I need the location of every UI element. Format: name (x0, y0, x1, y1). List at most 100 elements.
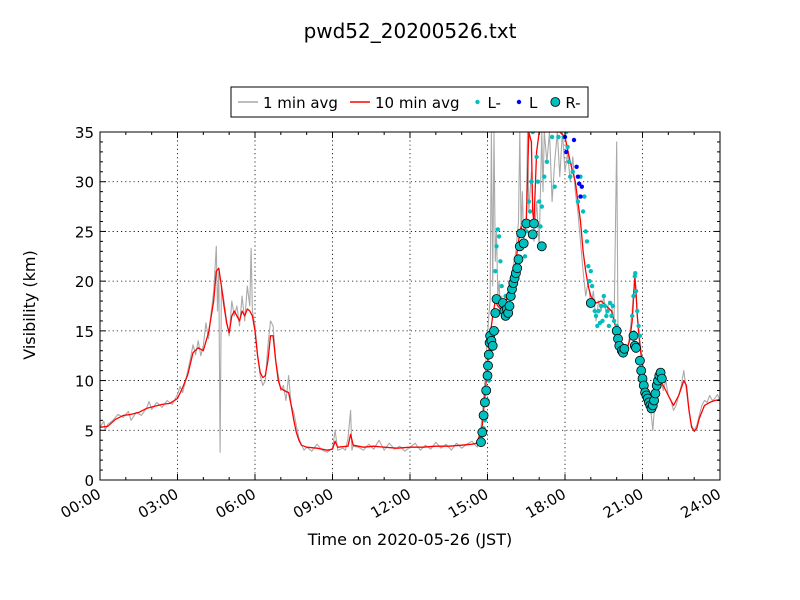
l-minus-point (549, 134, 555, 140)
r-minus-point (490, 308, 501, 318)
r-minus-point (481, 385, 492, 396)
l-minus-point (637, 333, 643, 338)
r-minus-point (512, 263, 523, 274)
r-minus-point (518, 238, 529, 249)
r-minus-point (636, 365, 647, 376)
l-minus-point (499, 283, 504, 289)
l-minus-point (538, 224, 543, 229)
legend-label: R- (565, 94, 580, 112)
legend-label: 10 min avg (375, 94, 460, 112)
l-minus-point (542, 174, 547, 179)
r-minus-point (527, 229, 538, 240)
l-minus-point (556, 134, 561, 140)
y-tick-label: 30 (75, 174, 94, 192)
l-minus-point (552, 184, 557, 189)
y-tick-label: 10 (75, 373, 94, 391)
x-tick-label: 00:00 (58, 485, 104, 522)
legend-item: L- (475, 94, 501, 112)
r-minus-point (483, 360, 493, 371)
l-point (577, 181, 582, 186)
r-minus-point (657, 373, 667, 384)
l-minus-point (592, 308, 597, 314)
x-tick-label: 18:00 (523, 485, 569, 522)
x-tick-label: 09:00 (290, 485, 336, 522)
l-minus-point (595, 323, 600, 329)
l-minus-point (544, 159, 550, 164)
l-minus-point (610, 303, 615, 309)
l-minus-point (600, 318, 605, 324)
l-minus-point (633, 271, 638, 276)
l-point (579, 184, 584, 189)
x-axis-label: Time on 2020-05-26 (JST) (307, 530, 512, 549)
x-tick-label: 06:00 (213, 485, 259, 522)
series-line (100, 132, 720, 451)
r-minus-point (478, 410, 489, 421)
r-minus-point (483, 349, 494, 360)
r-minus-point (477, 427, 488, 438)
x-tick-label: 15:00 (445, 485, 491, 522)
r-minus-point (476, 437, 486, 448)
r-minus-point (479, 397, 490, 408)
l-minus-point (566, 159, 572, 164)
l-minus-point (633, 288, 639, 294)
l-minus-point (631, 293, 636, 299)
l-minus-point (522, 254, 528, 259)
l-minus-point (611, 318, 617, 324)
l-point (564, 149, 569, 155)
l-minus-point (495, 227, 500, 232)
l-minus-point (583, 229, 588, 234)
r-minus-point (516, 228, 526, 239)
l-minus-point (527, 209, 533, 214)
l-minus-point (582, 194, 587, 199)
l-minus-point (494, 244, 499, 249)
x-tick-label: 12:00 (368, 485, 414, 522)
l-minus-point (498, 259, 503, 264)
l-minus-point (636, 323, 641, 329)
y-tick-label: 0 (84, 472, 94, 490)
y-tick-label: 20 (75, 273, 94, 291)
plot-area: 0 5 10 15 20 25 30 35 00:00 03:00 06:00 09:00 12:00 1… (58, 124, 724, 522)
r-minus-point (635, 355, 645, 366)
r-minus-point (611, 325, 622, 336)
r-minus-point (536, 241, 547, 252)
chart-title: pwd52_20200526.txt (304, 19, 517, 43)
l-minus-point (537, 199, 542, 204)
legend: 1 min avg 10 min avg L- L R- (230, 86, 589, 118)
r-minus-point (489, 325, 499, 336)
l-minus-point (570, 169, 575, 174)
l-point (575, 174, 581, 179)
l-minus-point (609, 313, 614, 319)
l-minus-point (575, 199, 581, 204)
l-minus-point (529, 179, 534, 184)
l-minus-point (496, 234, 502, 239)
y-tick-label: 35 (75, 124, 94, 142)
l-minus-point (596, 308, 601, 314)
r-minus-point (585, 298, 596, 308)
r-minus-point (619, 343, 630, 354)
plot-frame (99, 131, 721, 481)
legend-item: 10 min avg (349, 94, 460, 112)
legend-item: L (516, 94, 538, 112)
data-layer (100, 132, 720, 453)
legend-label: 1 min avg (263, 94, 338, 112)
legend-marker-swatch (550, 97, 561, 107)
x-tick-label: 21:00 (600, 485, 646, 522)
y-tick-label: 15 (75, 323, 94, 341)
r-minus-point (529, 218, 539, 229)
l-minus-point (593, 313, 599, 319)
l-minus-point (530, 132, 535, 135)
legend-box (230, 86, 589, 118)
legend-label: L (529, 94, 538, 112)
l-minus-point (608, 300, 613, 306)
l-point (571, 137, 577, 143)
l-minus-point (535, 179, 541, 184)
l-minus-point (565, 144, 570, 150)
legend-item: 1 min avg (238, 94, 338, 112)
r-minus-point (650, 388, 661, 399)
l-minus-point (584, 239, 590, 244)
l-minus-point (534, 154, 539, 160)
y-axis-label: Visibility (km) (20, 250, 39, 359)
x-tick-label: 24:00 (678, 485, 724, 522)
l-minus-point (605, 308, 610, 314)
